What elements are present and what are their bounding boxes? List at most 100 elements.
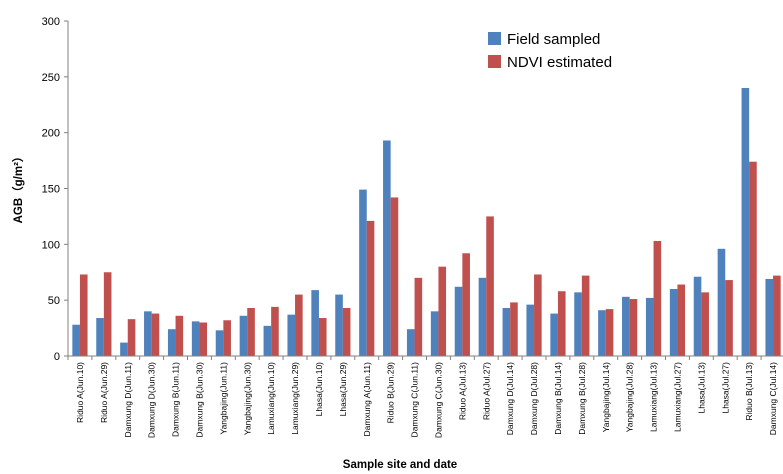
legend-swatch-field-sampled: [488, 32, 501, 45]
bar-ndvi-estimated-10: [318, 318, 327, 356]
bar-ndvi-estimated-24: [653, 240, 662, 356]
y-tick-label-0: 0: [54, 351, 60, 363]
bar-field-sampled-3: [144, 311, 152, 356]
bar-ndvi-estimated-23: [629, 299, 638, 356]
bar-field-sampled-12: [359, 189, 367, 356]
bar-field-sampled-18: [502, 307, 511, 356]
x-tick-label-3: Damxung D(Jun.30): [147, 362, 157, 438]
bar-field-sampled-29: [765, 278, 774, 356]
x-tick-label-19: Damxung D(Jul.28): [529, 362, 539, 435]
bar-ndvi-estimated-29: [773, 275, 781, 356]
x-tick-label-26: Lhasa(Jul.13): [696, 362, 706, 414]
bar-field-sampled-7: [239, 315, 248, 356]
bar-ndvi-estimated-26: [701, 292, 709, 356]
bar-field-sampled-8: [263, 325, 272, 356]
y-tick-label-100: 100: [42, 239, 60, 251]
bar-ndvi-estimated-14: [414, 277, 423, 356]
bar-ndvi-estimated-6: [223, 320, 231, 356]
plot-area: [72, 88, 781, 356]
legend-label-field-sampled: Field sampled: [507, 31, 600, 48]
x-tick-label-15: Damxung C(Jun.30): [433, 362, 443, 438]
legend-swatch-ndvi-estimated: [488, 55, 501, 68]
bar-field-sampled-14: [406, 329, 415, 356]
x-tick-label-2: Damxung D(Jun.11): [123, 362, 133, 438]
bar-ndvi-estimated-19: [534, 274, 542, 356]
bar-ndvi-estimated-21: [581, 275, 590, 356]
x-tick-label-23: Yangbajing(Jul.28): [625, 362, 635, 432]
bar-ndvi-estimated-0: [79, 274, 88, 356]
bar-field-sampled-25: [669, 289, 678, 356]
x-tick-label-25: Lamuxiang(Jul.27): [672, 362, 682, 432]
bar-ndvi-estimated-12: [366, 220, 375, 356]
bar-ndvi-estimated-8: [271, 306, 279, 356]
x-tick-label-16: Riduo A(Jul.13): [457, 362, 467, 420]
y-tick-label-50: 50: [48, 295, 60, 307]
bar-field-sampled-10: [311, 290, 319, 356]
bar-ndvi-estimated-13: [390, 197, 399, 356]
y-tick-label-300: 300: [42, 16, 60, 28]
x-tick-label-20: Damxung B(Jul.14): [553, 362, 563, 435]
bar-field-sampled-4: [167, 329, 176, 356]
bar-field-sampled-20: [550, 313, 558, 356]
x-tick-label-17: Riduo A(Jul.27): [481, 362, 491, 420]
x-tick-label-24: Lamuxiang(Jul.13): [649, 362, 659, 432]
bar-field-sampled-1: [96, 318, 104, 356]
bar-field-sampled-19: [526, 304, 535, 356]
bar-field-sampled-26: [693, 276, 702, 356]
bar-field-sampled-16: [454, 286, 463, 356]
bar-ndvi-estimated-28: [749, 161, 757, 356]
bar-ndvi-estimated-11: [342, 307, 351, 356]
bar-field-sampled-22: [598, 310, 606, 356]
x-tick-label-27: Lhasa(Jul.27): [720, 362, 730, 414]
bar-ndvi-estimated-15: [438, 266, 447, 356]
x-tick-label-8: Lamuxiang(Jun.10): [266, 362, 276, 435]
bar-field-sampled-9: [287, 314, 296, 356]
x-tick-label-12: Damxung A(Jun.11): [362, 362, 372, 437]
bar-ndvi-estimated-7: [247, 307, 255, 356]
bar-field-sampled-11: [335, 294, 343, 356]
bar-ndvi-estimated-9: [295, 294, 303, 356]
y-tick-label-150: 150: [42, 184, 60, 196]
y-axis-title: AGB（g/m²）: [11, 151, 25, 224]
x-axis: Riduo A(Jun.10) Riduo A(Jun.29) Damxung D(…: [67, 355, 783, 438]
bar-field-sampled-28: [741, 88, 750, 356]
y-axis: 0 50 100 150 200 250 300: [42, 16, 69, 363]
bar-field-sampled-24: [645, 297, 654, 356]
x-tick-label-28: Riduo B(Jul.13): [744, 362, 754, 421]
bar-field-sampled-5: [191, 321, 200, 356]
x-tick-label-5: Damxung B(Jun.30): [194, 362, 204, 438]
bar-ndvi-estimated-22: [605, 309, 614, 356]
bar-ndvi-estimated-5: [199, 322, 208, 356]
legend: Field sampled NDVI estimated: [488, 31, 612, 71]
bar-field-sampled-17: [478, 277, 487, 356]
bar-field-sampled-15: [430, 311, 439, 356]
x-tick-label-11: Lhasa(Jun.29): [338, 362, 348, 417]
bar-ndvi-estimated-3: [151, 313, 160, 356]
x-tick-label-9: Lamuxiang(Jun.29): [290, 362, 300, 435]
x-tick-label-7: Yangbajing(Jun.30): [242, 362, 252, 435]
x-tick-label-1: Riduo A(Jun.29): [99, 362, 109, 423]
bar-field-sampled-13: [383, 140, 391, 356]
bar-field-sampled-23: [622, 296, 630, 356]
bar-ndvi-estimated-1: [103, 272, 112, 356]
y-tick-label-250: 250: [42, 72, 60, 84]
bar-field-sampled-0: [72, 324, 80, 356]
bar-ndvi-estimated-25: [677, 284, 686, 356]
x-tick-label-0: Riduo A(Jun.10): [75, 362, 85, 423]
x-tick-label-18: Damxung D(Jul.14): [505, 362, 515, 435]
legend-label-ndvi-estimated: NDVI estimated: [507, 54, 612, 71]
x-tick-label-13: Riduo B(Jun.29): [386, 362, 396, 424]
bar-ndvi-estimated-17: [486, 216, 494, 356]
bar-ndvi-estimated-4: [175, 315, 184, 356]
bar-field-sampled-6: [215, 330, 224, 356]
x-tick-label-21: Damxung B(Jul.28): [577, 362, 587, 435]
x-tick-label-4: Damxung B(Jun.11): [171, 362, 181, 437]
bar-field-sampled-2: [120, 342, 128, 356]
bar-ndvi-estimated-16: [462, 253, 470, 356]
bar-ndvi-estimated-27: [725, 280, 733, 356]
x-tick-label-22: Yangbajing(Jul.14): [601, 362, 611, 432]
x-tick-label-14: Damxung C(Jun.11): [410, 362, 420, 438]
bar-ndvi-estimated-2: [127, 319, 136, 356]
x-tick-label-6: Yangbajing(Jun.11): [218, 362, 228, 435]
